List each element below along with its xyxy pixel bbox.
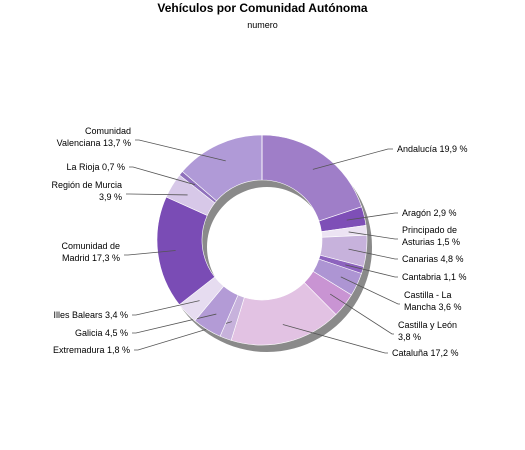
slice-label-canarias: Canarias 4,8 % bbox=[402, 254, 464, 264]
slice-label-cantabria: Cantabria 1,1 % bbox=[402, 272, 467, 282]
slice-andalucia bbox=[261, 134, 362, 222]
leader-line-cataluna bbox=[282, 324, 388, 354]
leader-line-andalucia bbox=[312, 148, 393, 170]
slice-label-galicia: Galicia 4,5 % bbox=[75, 328, 128, 338]
slice-label-castilla-la-mancha: Castilla - La Mancha 3,6 % bbox=[404, 290, 462, 312]
leader-line-comunidad-valenciana bbox=[135, 139, 226, 162]
slice-label-principado-de-asturias: Principado de Asturias 1,5 % bbox=[402, 225, 460, 247]
leader-line-galicia bbox=[132, 313, 217, 334]
leader-line-aragon bbox=[346, 212, 398, 221]
slice-label-extremadura: Extremadura 1,8 % bbox=[53, 345, 130, 355]
leader-line-castilla-y-leon bbox=[329, 293, 394, 335]
leader-line-castilla-la-mancha bbox=[340, 276, 400, 305]
leader-line-extremadura bbox=[134, 321, 232, 351]
leader-line-illes-balears bbox=[132, 300, 200, 316]
leader-line-cantabria bbox=[345, 264, 398, 278]
leader-line-la-rioja bbox=[129, 166, 195, 186]
slice-label-comunidad-de-madrid: Comunidad de Madrid 17,3 % bbox=[61, 241, 120, 263]
slice-label-castilla-y-leon: Castilla y León 3,8 % bbox=[398, 320, 457, 342]
slice-label-la-rioja: La Rioja 0,7 % bbox=[66, 162, 125, 172]
slice-label-region-de-murcia: Región de Murcia 3,9 % bbox=[51, 180, 122, 202]
leader-line-canarias bbox=[348, 248, 398, 260]
slice-label-andalucia: Andalucía 19,9 % bbox=[397, 144, 468, 154]
chart-title: Vehículos por Comunidad Autónoma bbox=[157, 1, 368, 15]
leader-line-region-de-murcia bbox=[126, 193, 188, 196]
slice-label-aragon: Aragón 2,9 % bbox=[402, 208, 457, 218]
slice-label-cataluna: Cataluña 17,2 % bbox=[392, 348, 459, 358]
slice-label-illes-balears: Illes Balears 3,4 % bbox=[53, 310, 128, 320]
leader-line-comunidad-de-madrid bbox=[124, 250, 176, 256]
slice-label-comunidad-valenciana: Comunidad Valenciana 13,7 % bbox=[57, 126, 131, 148]
leader-line-principado-de-asturias bbox=[348, 231, 398, 240]
chart-subtitle: numero bbox=[247, 20, 278, 30]
